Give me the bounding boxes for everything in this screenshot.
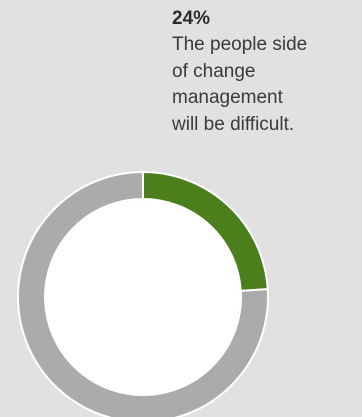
slice-remainder [17, 170, 269, 417]
highlight-description: The people side of change management wil… [172, 34, 308, 135]
highlight-callout: 24% The people side of change management… [172, 6, 360, 138]
donut-slices [17, 170, 269, 417]
donut-hole [46, 200, 240, 394]
highlight-percent: 24% [172, 8, 211, 29]
